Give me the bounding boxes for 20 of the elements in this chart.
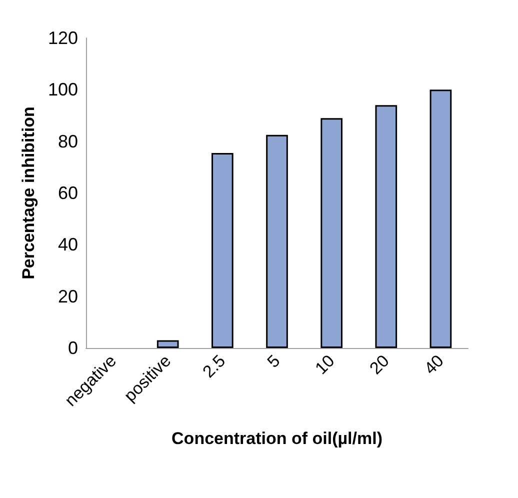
x-tick-label: 10	[311, 351, 338, 378]
bar	[320, 118, 342, 348]
y-tick-label: 60	[58, 183, 78, 203]
x-tick-label: 20	[366, 351, 393, 378]
bar	[156, 340, 179, 348]
y-tick-label: 40	[58, 234, 78, 255]
bar	[430, 90, 452, 348]
y-tick-label: 120	[48, 28, 78, 48]
x-axis-title: Concentration of oil(µl/ml)	[172, 429, 382, 448]
y-tick-label: 100	[48, 80, 78, 100]
x-tick-label: 40	[420, 351, 448, 378]
bar	[212, 152, 234, 348]
bar	[375, 105, 398, 348]
y-tick-label: 0	[68, 338, 78, 358]
y-tick-label: 20	[58, 286, 78, 306]
y-tick-label: 80	[58, 131, 78, 152]
x-tick-label: 5	[264, 351, 284, 372]
y-axis-title: Percentage inhibition	[19, 106, 38, 280]
x-tick-label: 2.5	[199, 351, 230, 382]
bar	[266, 134, 288, 348]
